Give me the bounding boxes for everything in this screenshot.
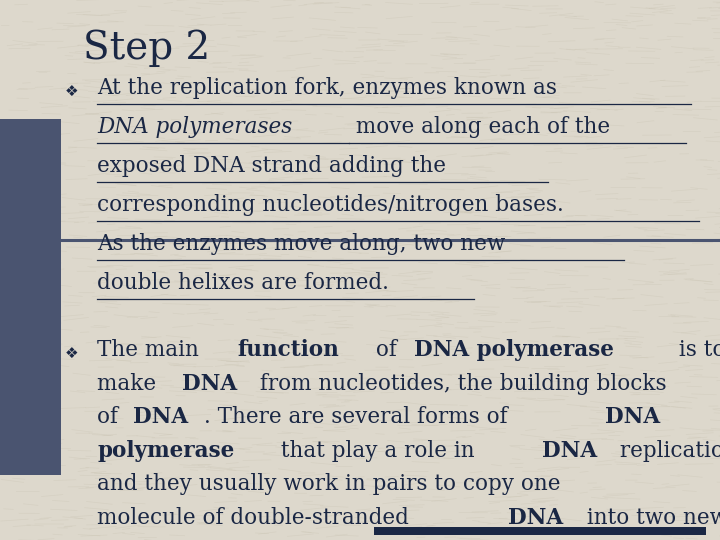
Text: Step 2: Step 2 [83, 30, 210, 67]
Text: from nucleotides, the building blocks: from nucleotides, the building blocks [253, 373, 667, 395]
Text: function: function [238, 339, 339, 361]
Text: make: make [97, 373, 163, 395]
Text: replication: replication [613, 440, 720, 462]
Text: ❖: ❖ [66, 84, 78, 99]
Text: and they usually work in pairs to copy one: and they usually work in pairs to copy o… [97, 473, 561, 495]
Text: that play a role in: that play a role in [274, 440, 482, 462]
Text: exposed DNA strand adding the: exposed DNA strand adding the [97, 155, 446, 177]
Text: move along each of the: move along each of the [349, 116, 611, 138]
Text: DNA: DNA [133, 406, 189, 428]
Text: As the enzymes move along, two new: As the enzymes move along, two new [97, 233, 505, 255]
Text: ❖: ❖ [66, 346, 78, 361]
FancyBboxPatch shape [374, 527, 706, 535]
Text: double helixes are formed.: double helixes are formed. [97, 272, 389, 294]
Text: The main: The main [97, 339, 206, 361]
Text: corresponding nucleotides/nitrogen bases.: corresponding nucleotides/nitrogen bases… [97, 194, 564, 216]
Text: . There are several forms of: . There are several forms of [204, 406, 515, 428]
FancyBboxPatch shape [0, 119, 61, 475]
Text: At the replication fork, enzymes known as: At the replication fork, enzymes known a… [97, 77, 557, 99]
Text: DNA polymerase: DNA polymerase [414, 339, 613, 361]
Text: DNA: DNA [182, 373, 238, 395]
Text: DNA polymerases: DNA polymerases [97, 116, 292, 138]
Text: molecule of double-stranded: molecule of double-stranded [97, 507, 416, 529]
Text: into two new: into two new [580, 507, 720, 529]
Text: DNA: DNA [605, 406, 660, 428]
Text: polymerase: polymerase [97, 440, 235, 462]
Text: DNA: DNA [508, 507, 564, 529]
Text: is to: is to [672, 339, 720, 361]
Text: of: of [369, 339, 404, 361]
Text: DNA: DNA [542, 440, 597, 462]
Text: of: of [97, 406, 125, 428]
